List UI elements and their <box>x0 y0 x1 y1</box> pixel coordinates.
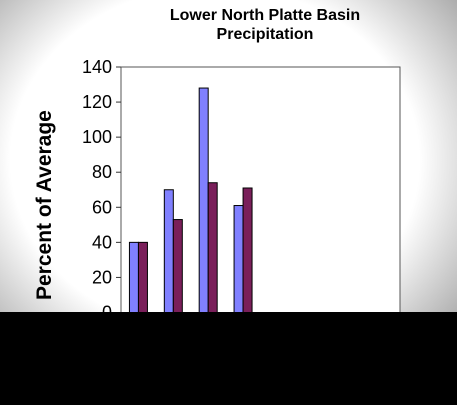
plot-frame <box>120 66 401 313</box>
plot-area <box>120 66 401 313</box>
y-tick-label: 60 <box>92 197 112 217</box>
y-tick-label: 120 <box>82 92 112 112</box>
bars <box>120 87 366 318</box>
bar-series-2 <box>207 182 218 313</box>
y-tick-label: 100 <box>82 127 112 147</box>
y-tick-label: 80 <box>92 162 112 182</box>
bar-series-2 <box>172 219 183 313</box>
bar-series-1 <box>128 241 139 314</box>
bar-series-1 <box>163 189 174 313</box>
bottom-black-band <box>0 312 457 405</box>
y-tick-label: 20 <box>92 267 112 287</box>
bar-series-2 <box>242 187 253 313</box>
y-axis-ticks: 020406080100120140 <box>82 57 121 323</box>
bar-series-1 <box>198 87 209 313</box>
bar-series-2 <box>137 241 148 314</box>
chart-title: Lower North Platte Basin Precipitation <box>169 7 361 43</box>
y-tick-label: 40 <box>92 232 112 252</box>
bar-series-1 <box>233 205 244 314</box>
y-tick-label: 140 <box>82 57 112 77</box>
